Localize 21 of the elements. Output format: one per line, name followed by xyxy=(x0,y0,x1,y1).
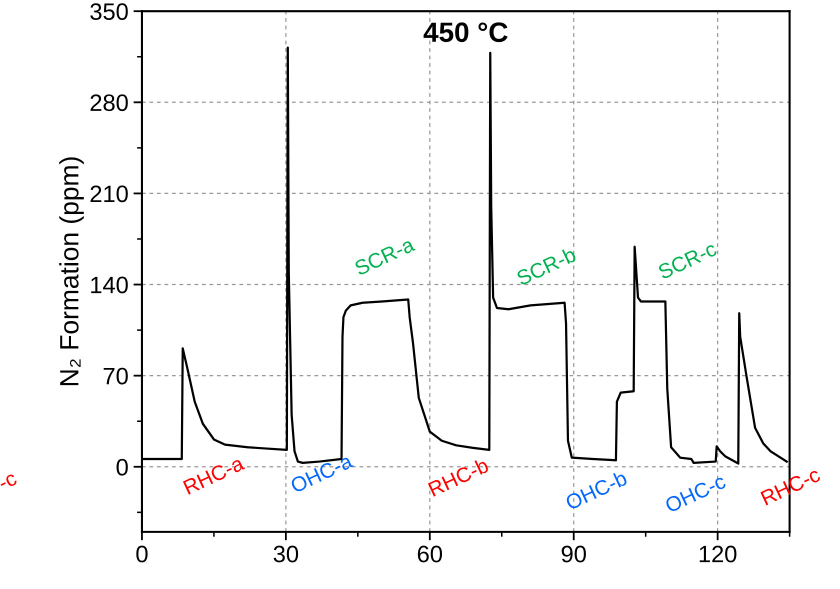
y-tick-label: 280 xyxy=(90,94,128,112)
annotation: SCR-a xyxy=(354,236,416,276)
x-tick-label: 30 xyxy=(274,546,298,562)
y-axis-title: N₂ Formation (ppm) xyxy=(59,157,84,386)
annotation: OHC-a xyxy=(290,453,354,494)
x-tick-label: 90 xyxy=(562,546,586,562)
x-tick-label: 120 xyxy=(700,546,736,562)
text: -c xyxy=(0,473,18,490)
annotation: SCR-c xyxy=(657,240,718,280)
x-tick-label: 60 xyxy=(418,546,442,562)
x-tick-label: 0 xyxy=(136,546,148,562)
annotation: OHC-c xyxy=(664,473,727,514)
annotation: RHC-c xyxy=(760,466,822,506)
annotation: SCR-b xyxy=(515,246,577,286)
y-tick-label: 0 xyxy=(116,458,128,476)
y-tick-label: 350 xyxy=(90,3,128,20)
y-tick-label: 140 xyxy=(91,276,128,294)
annotation: RHC-a xyxy=(182,455,246,495)
y-tick-label: 70 xyxy=(104,368,128,384)
chart-title: 450 °C xyxy=(424,22,508,42)
y-tick-label: 210 xyxy=(90,185,128,202)
